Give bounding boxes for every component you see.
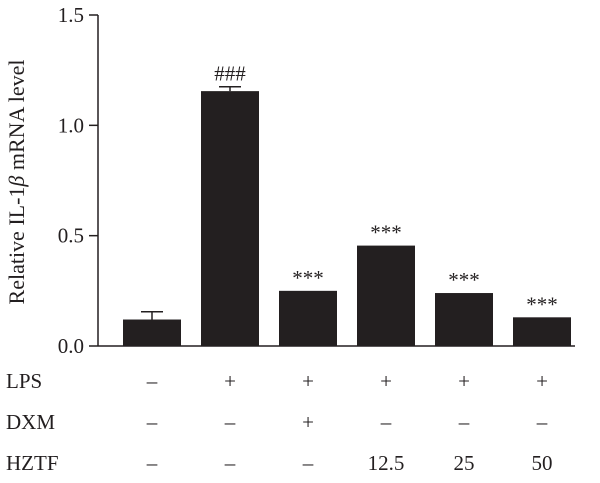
condition-value: – [302,451,314,475]
y-tick-label: 0.5 [58,224,84,248]
condition-value: + [536,369,548,393]
condition-value: + [458,369,470,393]
significance-label: *** [292,266,324,290]
bar [513,317,571,346]
significance-label: *** [526,292,558,316]
bar [201,91,259,346]
condition-value: – [146,369,158,393]
condition-rows: LPS – + + + + + DXM – – + – – – HZTF – – – 12.5 25 50 [6,369,553,475]
condition-row-label: LPS [6,369,42,393]
bar [357,245,415,346]
condition-value: 50 [532,451,553,475]
condition-value: – [224,410,236,434]
chart-bars: ### *** *** *** *** [123,62,571,346]
condition-value: + [224,369,236,393]
condition-value: – [146,410,158,434]
condition-value: – [536,410,548,434]
y-axis-label-prefix: Relative IL-1 [4,187,29,305]
condition-value: – [224,451,236,475]
y-axis-label: Relative IL-1β mRNA level [4,60,29,305]
bar [279,290,337,346]
bar [123,319,181,346]
condition-row-label: HZTF [6,451,59,475]
condition-value: – [380,410,392,434]
y-axis-label-suffix: mRNA level [4,60,29,176]
y-tick-label: 1.0 [58,113,84,137]
condition-value: – [458,410,470,434]
condition-value: + [302,410,314,434]
condition-value: + [302,369,314,393]
condition-value: – [146,451,158,475]
y-tick-label: 1.5 [58,3,84,27]
significance-label: *** [370,221,402,245]
y-axis-label-symbol: β [4,176,29,188]
y-tick-label: 0.0 [58,334,84,358]
condition-row-label: DXM [6,410,55,434]
condition-value: + [380,369,392,393]
condition-value: 25 [454,451,475,475]
significance-label: ### [214,62,246,86]
condition-value: 12.5 [368,451,405,475]
significance-label: *** [448,268,480,292]
bar [435,293,493,346]
